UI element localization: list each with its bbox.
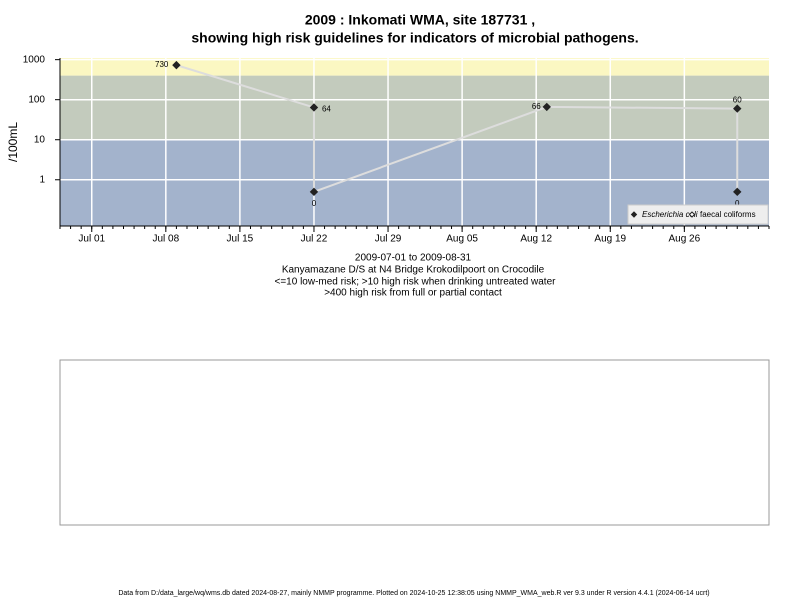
legend-marker: [630, 211, 638, 218]
site-name: Kanyamazane D/S at N4 Bridge Krokodilpoo…: [282, 265, 545, 276]
empty-panel: [59, 359, 770, 526]
data-point: [733, 104, 742, 113]
y-tick-label: 1000: [23, 54, 46, 65]
data-label: 730: [155, 60, 169, 69]
guideline: <=10 low-med risk; >10 high risk when dr…: [275, 277, 557, 288]
legend-label: Escherichia coli: [642, 210, 698, 219]
data-point: [172, 60, 181, 70]
risk-band: [60, 58, 769, 76]
footer: Data from D:/data_large/wq/wms.db dated …: [118, 590, 709, 597]
data-label: 64: [322, 105, 331, 114]
y-tick-label: 10: [34, 134, 46, 145]
y-tick-label: 100: [28, 94, 45, 105]
x-tick-label: Aug 05: [446, 234, 478, 245]
legend-label: faecal coliforms: [700, 210, 756, 219]
x-tick-label: Aug 12: [520, 234, 552, 245]
x-tick-label: Jul 22: [301, 234, 328, 245]
y-axis-label: /100mL: [6, 122, 20, 162]
x-tick-label: Jul 08: [152, 234, 179, 245]
chart-title: 2009 : Inkomati WMA, site 187731 ,: [305, 12, 535, 28]
data-point: [309, 103, 319, 112]
data-label: 66: [532, 102, 541, 111]
x-tick-label: Jul 15: [227, 234, 254, 245]
data-point: [309, 187, 319, 197]
y-tick-label: 1: [39, 174, 45, 185]
legend-box: [627, 204, 769, 225]
legend-marker: [688, 211, 696, 218]
x-tick-label: Jul 29: [375, 234, 402, 245]
x-tick-label: Aug 26: [668, 234, 700, 245]
data-point: [542, 102, 551, 112]
series-line: [176, 64, 739, 194]
x-tick-label: Jul 01: [78, 234, 105, 245]
data-point: [733, 187, 742, 197]
x-tick-label: Aug 19: [594, 234, 626, 245]
legend: Escherichia coli faecal coliforms: [627, 204, 769, 225]
date-range: 2009-07-01 to 2009-08-31: [355, 253, 472, 264]
data-label: 60: [733, 96, 742, 105]
data-label: 0: [312, 199, 317, 208]
data-label: 0: [735, 199, 740, 208]
chart-subtitle: showing high risk guidelines for indicat…: [191, 30, 638, 46]
guideline: >400 high risk from full or partial cont…: [324, 288, 502, 299]
